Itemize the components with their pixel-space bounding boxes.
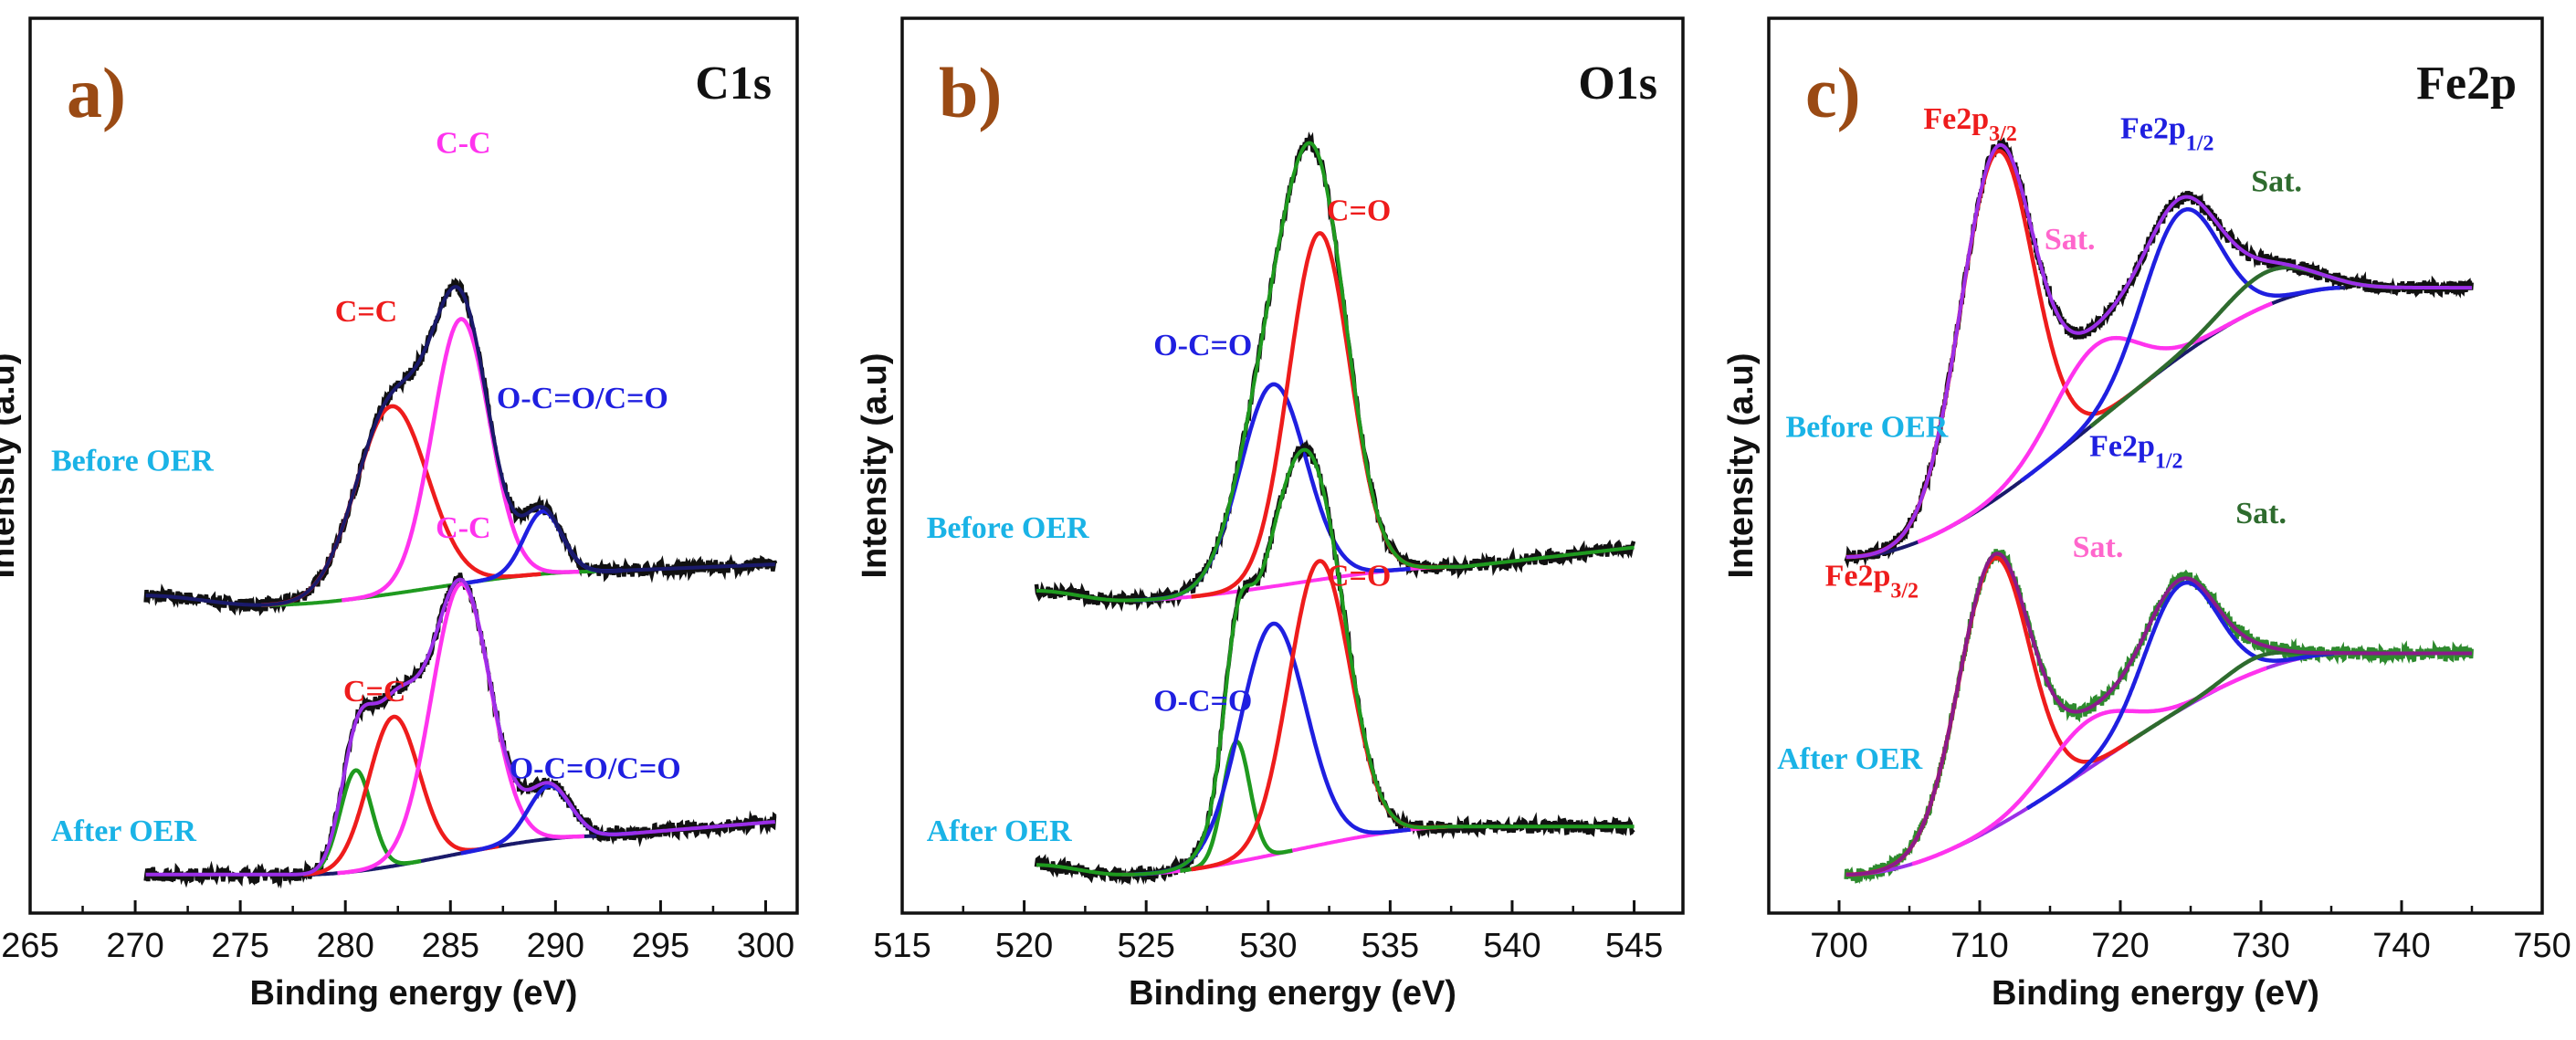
component-peak <box>2025 580 2335 811</box>
peak-label: C=C <box>343 675 405 709</box>
peak-label: Fe2p1/2 <box>2120 112 2213 156</box>
panel-letter: a) <box>67 53 126 132</box>
x-tick-label: 730 <box>2232 927 2289 965</box>
x-tick-label: 275 <box>211 927 268 965</box>
y-axis-label: Intensity (a.u) <box>0 352 22 578</box>
peak-label: Fe2p3/2 <box>1923 102 2016 146</box>
component-peak <box>2089 265 2402 428</box>
y-axis-label: Intensity (a.u) <box>856 352 894 578</box>
panel-b-o1s: 515 520 525 530 535 540 545 Binding energy (eV)… <box>856 16 1685 1013</box>
x-tick-label: 545 <box>1605 927 1663 965</box>
x-tick-label: 700 <box>1810 927 1867 965</box>
x-tick-label: 535 <box>1362 927 1419 965</box>
x-axis-label: Binding energy (eV) <box>1992 974 2319 1013</box>
fit-envelope-line <box>145 577 775 877</box>
x-axis-label: Binding energy (eV) <box>250 974 578 1013</box>
fit-envelope-line <box>1036 141 1635 603</box>
x-tick-label: 750 <box>2513 927 2571 965</box>
fit-envelope-line <box>1845 552 2472 877</box>
raw-data-line <box>1844 549 2474 885</box>
panel-title: C1s <box>695 58 772 110</box>
peak-label: C=O <box>1327 194 1391 227</box>
peak-label: O-C=O <box>1153 685 1252 719</box>
x-tick-label: 265 <box>1 927 58 965</box>
plot-frame <box>28 16 799 915</box>
plot-frame <box>900 16 1685 915</box>
peak-label: C-C <box>436 127 490 161</box>
x-tick-label: 720 <box>2091 927 2149 965</box>
x-tick-label: 300 <box>737 927 794 965</box>
component-peak <box>460 783 637 856</box>
peak-label: O-C=O/C=O <box>510 751 681 785</box>
panel-title: O1s <box>1578 58 1657 110</box>
component-peak <box>1191 231 1448 599</box>
x-tick-label: 520 <box>995 927 1053 965</box>
fit-envelope-line <box>1845 142 2472 559</box>
x-tick-label: 525 <box>1117 927 1174 965</box>
state-label: Before OER <box>927 511 1089 545</box>
stack-before-oer <box>1844 137 2474 569</box>
raw-data-line <box>1844 137 2474 569</box>
peak-label: O-C=O/C=O <box>497 382 668 415</box>
component-peak <box>1911 666 2267 867</box>
peak-label: Sat. <box>2251 165 2302 199</box>
state-label: After OER <box>1777 742 1922 776</box>
stack-after-oer <box>143 573 777 889</box>
raw-data-line <box>143 573 777 889</box>
x-tick-label: 285 <box>422 927 479 965</box>
stack-after-oer <box>1034 438 1635 886</box>
x-tick-label: 295 <box>632 927 689 965</box>
plot-area <box>143 278 778 889</box>
fit-envelope-line <box>1036 447 1635 877</box>
peak-label: Fe2p1/2 <box>2089 429 2182 473</box>
panel-letter: b) <box>939 53 1002 132</box>
peak-label: Fe2p3/2 <box>1825 560 1919 604</box>
panel-title: Fe2p <box>2416 58 2517 110</box>
component-peak <box>337 582 584 876</box>
plot-area <box>1034 131 1636 886</box>
x-tick-label: 530 <box>1239 927 1297 965</box>
plot-area <box>1844 137 2474 885</box>
peak-label: O-C=O <box>1153 329 1252 362</box>
panel-letter: c) <box>1805 53 1861 132</box>
component-peak <box>2127 650 2388 745</box>
component-peak <box>1917 301 2274 544</box>
component-peak <box>2020 207 2340 483</box>
stack-before-oer <box>1034 131 1636 612</box>
fit-envelope-line <box>145 285 775 607</box>
x-tick-label: 515 <box>873 927 931 965</box>
state-label: After OER <box>927 814 1072 848</box>
component-peak <box>302 714 499 877</box>
peak-label: C=C <box>335 295 397 329</box>
raw-data-line <box>1034 438 1635 886</box>
x-tick-label: 280 <box>317 927 374 965</box>
x-tick-label: 540 <box>1483 927 1540 965</box>
stack-after-oer <box>1844 549 2474 885</box>
peak-label: Sat. <box>2045 223 2096 257</box>
raw-data-line <box>143 278 778 616</box>
x-tick-label: 270 <box>106 927 163 965</box>
plot-frame <box>1767 16 2544 915</box>
x-tick-label: 290 <box>527 927 584 965</box>
peak-label: Sat. <box>2073 531 2124 564</box>
peak-label: C-C <box>436 511 490 545</box>
panel-c-fe2p: 700 710 720 730 740 750 Binding energy (eV) Int… <box>1722 16 2571 1013</box>
state-label: Before OER <box>51 444 214 478</box>
x-tick-label: 710 <box>1950 927 2008 965</box>
x-tick-label: 740 <box>2372 927 2430 965</box>
y-axis-label: Intensity (a.u) <box>1722 352 1761 578</box>
component-peak <box>342 317 580 603</box>
x-axis-label: Binding energy (eV) <box>1129 974 1456 1013</box>
panel-a-c1s: 265 270 275 280 285 290 295 300 Binding energy (… <box>0 16 799 1013</box>
state-label: After OER <box>51 814 196 848</box>
stack-before-oer <box>143 278 778 616</box>
peak-label: C=O <box>1327 560 1391 594</box>
peak-label: Sat. <box>2235 497 2287 531</box>
state-label: Before OER <box>1785 410 1948 444</box>
